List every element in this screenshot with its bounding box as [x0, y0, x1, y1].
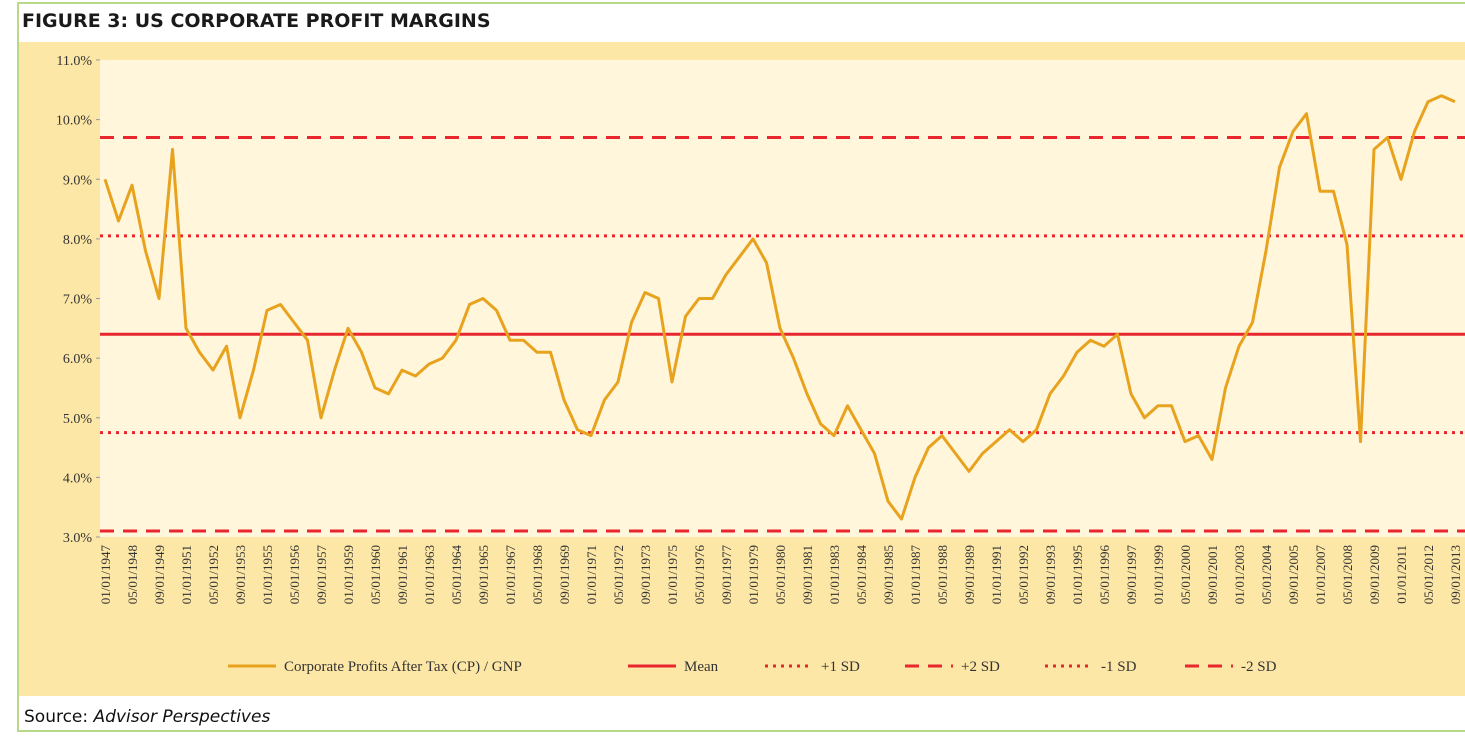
x-tick-label: 09/01/1949 [152, 545, 167, 604]
x-tick-label: 05/01/2012 [1421, 545, 1436, 604]
legend-label: Corporate Profits After Tax (CP) / GNP [284, 659, 522, 675]
y-tick-label: 5.0% [63, 412, 93, 427]
x-tick-label: 01/01/1987 [908, 545, 923, 605]
x-tick-label: 01/01/1999 [1151, 545, 1166, 604]
x-tick-label: 05/01/1984 [854, 545, 869, 605]
legend-label: Mean [684, 659, 719, 675]
x-tick-label: 05/01/1988 [935, 545, 950, 604]
x-tick-label: 01/01/1963 [422, 545, 437, 604]
x-tick-label: 05/01/1992 [1016, 545, 1031, 604]
x-tick-label: 09/01/2013 [1448, 545, 1463, 604]
x-tick-label: 01/01/2007 [1313, 545, 1328, 605]
x-tick-label: 05/01/1976 [692, 545, 707, 605]
x-tick-label: 01/01/1967 [503, 545, 518, 605]
source: Source: Advisor Perspectives [24, 707, 270, 727]
x-tick-label: 01/01/2011 [1394, 545, 1409, 604]
x-tick-label: 01/01/1971 [584, 545, 599, 604]
legend-label: -2 SD [1241, 659, 1277, 675]
plot-area [100, 60, 1465, 537]
y-tick-label: 11.0% [56, 54, 92, 69]
x-tick-label: 09/01/1977 [719, 545, 734, 605]
x-tick-label: 09/01/2009 [1367, 545, 1382, 604]
data-line [103, 94, 1456, 521]
y-tick-label: 3.0% [63, 531, 93, 546]
x-tick-label: 05/01/1996 [1097, 545, 1112, 605]
legend-label: +2 SD [961, 659, 1000, 675]
chart-title: FIGURE 3: US CORPORATE PROFIT MARGINS [22, 10, 491, 32]
x-tick-label: 09/01/1989 [962, 545, 977, 604]
x-tick-label: 05/01/1980 [773, 545, 788, 604]
x-tick-label: 09/01/1997 [1124, 545, 1139, 605]
x-tick-label: 01/01/1991 [989, 545, 1004, 604]
legend-label: -1 SD [1101, 659, 1137, 675]
x-tick-label: 05/01/1948 [125, 545, 140, 604]
frame [17, 2, 1465, 732]
x-tick-label: 01/01/1979 [746, 545, 761, 604]
y-tick-label: 10.0% [56, 114, 93, 129]
x-tick-label: 05/01/1972 [611, 545, 626, 604]
x-tick-label: 09/01/2001 [1205, 545, 1220, 604]
x-tick-label: 01/01/1995 [1070, 545, 1085, 604]
x-tick-label: 01/01/1983 [827, 545, 842, 604]
x-tick-label: 05/01/1968 [530, 545, 545, 604]
x-tick-label: 01/01/1947 [98, 545, 113, 605]
x-tick-label: 09/01/1993 [1043, 545, 1058, 604]
x-tick-label: 09/01/1953 [233, 545, 248, 604]
x-tick-label: 09/01/1961 [395, 545, 410, 604]
x-tick-label: 09/01/1973 [638, 545, 653, 604]
x-tick-label: 09/01/1985 [881, 545, 896, 604]
x-tick-label: 01/01/1959 [341, 545, 356, 604]
legend-label: +1 SD [821, 659, 860, 675]
source-name: Advisor Perspectives [93, 707, 271, 727]
x-tick-label: 01/01/1975 [665, 545, 680, 604]
y-tick-label: 6.0% [63, 352, 93, 367]
y-tick-label: 4.0% [63, 471, 93, 486]
x-tick-label: 01/01/1951 [179, 545, 194, 604]
x-tick-label: 09/01/1965 [476, 545, 491, 604]
x-tick-label: 09/01/1969 [557, 545, 572, 604]
x-tick-label: 05/01/1952 [206, 545, 221, 604]
x-tick-label: 09/01/2005 [1286, 545, 1301, 604]
source-label: Source: [24, 707, 88, 727]
x-tick-label: 01/01/1955 [260, 545, 275, 604]
y-tick-label: 8.0% [63, 233, 93, 248]
x-tick-label: 09/01/1957 [314, 545, 329, 605]
x-tick-label: 05/01/2000 [1178, 545, 1193, 604]
x-tick-label: 05/01/1964 [449, 545, 464, 605]
x-tick-label: 09/01/1981 [800, 545, 815, 604]
y-tick-label: 9.0% [63, 173, 93, 188]
y-tick-label: 7.0% [63, 293, 93, 308]
x-tick-label: 05/01/1960 [368, 545, 383, 604]
x-tick-label: 05/01/2004 [1259, 545, 1274, 605]
x-tick-label: 05/01/2008 [1340, 545, 1355, 604]
plot-layer: 3.0% 4.0% 5.0% 6.0% 7.0% 8.0% 9.0% 10.0% 11.0% 01… [56, 54, 1465, 675]
x-tick-label: 05/01/1956 [287, 545, 302, 605]
x-tick-label: 01/01/2003 [1232, 545, 1247, 604]
